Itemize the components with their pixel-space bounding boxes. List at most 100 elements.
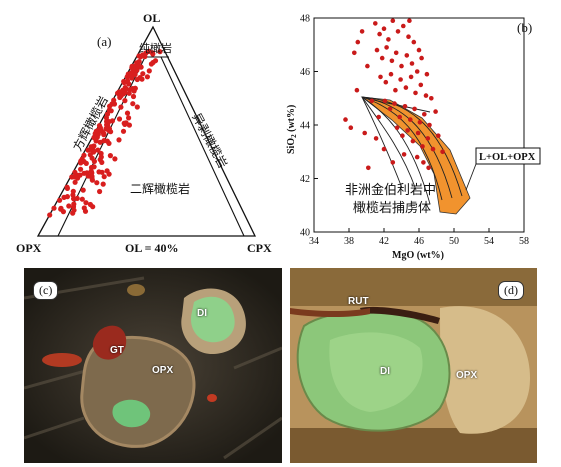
ternary-point (57, 197, 63, 203)
ternary-point (78, 166, 84, 172)
data-point (415, 130, 421, 136)
data-point (401, 23, 406, 29)
y-tick-label: 44 (300, 121, 310, 132)
data-point (377, 31, 382, 37)
data-point (436, 133, 441, 138)
field-wehrlite: 异剥橄榄岩 (189, 110, 230, 170)
ternary-point (116, 137, 122, 143)
data-point (381, 26, 387, 32)
ternary-point (134, 104, 140, 110)
ternary-point (97, 188, 103, 195)
panel-b-label: (b) (517, 20, 532, 35)
ternary-point (83, 200, 89, 206)
ternary-point (101, 174, 107, 180)
apex-cpx: CPX (247, 241, 272, 255)
ternary-point (91, 135, 97, 141)
data-point (366, 165, 371, 171)
data-point (413, 90, 418, 96)
data-point (398, 77, 403, 82)
apex-opx: OPX (16, 241, 42, 255)
panel-c-photo: (c) DI GT OPX (24, 268, 282, 463)
ternary-point (99, 169, 105, 175)
data-point (394, 125, 400, 130)
data-point (373, 136, 379, 141)
data-point (390, 160, 396, 165)
ternary-point (150, 59, 156, 66)
panel-d-photo: (d) RUT DI OPX (290, 268, 537, 463)
mineral-opx-d: OPX (456, 370, 478, 381)
panel-a-ternary: (a) OL OPX CPX OL = 40% 纯橄岩 方辉橄榄岩 二辉橄榄岩 … (0, 0, 280, 262)
ternary-svg: (a) OL OPX CPX OL = 40% 纯橄岩 方辉橄榄岩 二辉橄榄岩 … (16, 11, 272, 255)
ternary-point (87, 201, 93, 208)
ternary-point (85, 147, 91, 153)
ternary-point (71, 201, 77, 207)
ternary-point (58, 206, 64, 212)
y-tick-label: 42 (300, 174, 310, 185)
scatter-points (343, 18, 445, 171)
ternary-point (83, 160, 89, 166)
panel-b-scatter: 34 38 42 46 50 54 58 40 42 44 46 48 (b) 非洲金伯利岩中 橄榄岩… (280, 0, 561, 262)
ternary-point (93, 128, 99, 134)
data-point (382, 98, 388, 104)
ternary-point (130, 101, 136, 107)
data-point (416, 47, 422, 53)
ternary-point (81, 152, 87, 158)
ternary-point (72, 169, 78, 175)
ternary-point (106, 107, 113, 113)
data-point (362, 130, 367, 136)
ternary-point (107, 103, 113, 109)
data-point (378, 74, 383, 80)
ternary-point (121, 78, 127, 85)
ternary-point (78, 160, 84, 166)
ternary-point (98, 150, 104, 157)
ternary-point (121, 120, 127, 126)
apex-ol: OL (143, 11, 160, 25)
data-point (433, 109, 438, 114)
box-label-frame (475, 147, 541, 165)
data-point (379, 55, 385, 61)
panel-d-label: (d) (498, 281, 524, 300)
x-tick-label: 50 (449, 236, 459, 247)
x-tick-label: 42 (379, 236, 389, 247)
ternary-point (131, 88, 137, 94)
ternary-point (64, 185, 70, 191)
data-point (402, 104, 408, 109)
data-point (399, 63, 404, 69)
x-tick-label: 46 (414, 236, 424, 247)
ternary-point (101, 138, 107, 144)
data-point (352, 50, 357, 56)
data-point (388, 71, 394, 77)
ternary-point (130, 93, 137, 100)
data-point (354, 87, 360, 93)
baseline-label: OL = 40% (125, 241, 179, 255)
ternary-point (88, 164, 95, 171)
data-point (424, 71, 430, 77)
ternary-point (91, 143, 97, 149)
data-point (400, 133, 405, 138)
data-point (369, 98, 375, 104)
data-point (387, 106, 393, 112)
data-point (404, 53, 410, 58)
ternary-point (120, 128, 127, 134)
data-point (426, 165, 431, 171)
caption-line2: 橄榄岩捕虏体 (353, 200, 431, 216)
data-point (401, 152, 407, 157)
data-point (390, 18, 396, 24)
ternary-point (122, 98, 128, 104)
ternary-point (106, 119, 112, 125)
data-point (412, 106, 417, 112)
data-point (383, 79, 389, 85)
panel-c-label: (c) (33, 281, 59, 300)
data-point (389, 58, 395, 64)
ternary-point (94, 180, 100, 186)
data-point (440, 149, 445, 155)
data-point (392, 101, 397, 106)
ternary-point (126, 115, 132, 121)
ternary-point (146, 48, 152, 55)
photo-d-image (290, 268, 537, 463)
data-point (427, 122, 432, 128)
ternary-point (95, 147, 101, 153)
ternary-point (89, 177, 95, 183)
mineral-opx-c: OPX (152, 365, 174, 376)
data-point (343, 117, 348, 122)
